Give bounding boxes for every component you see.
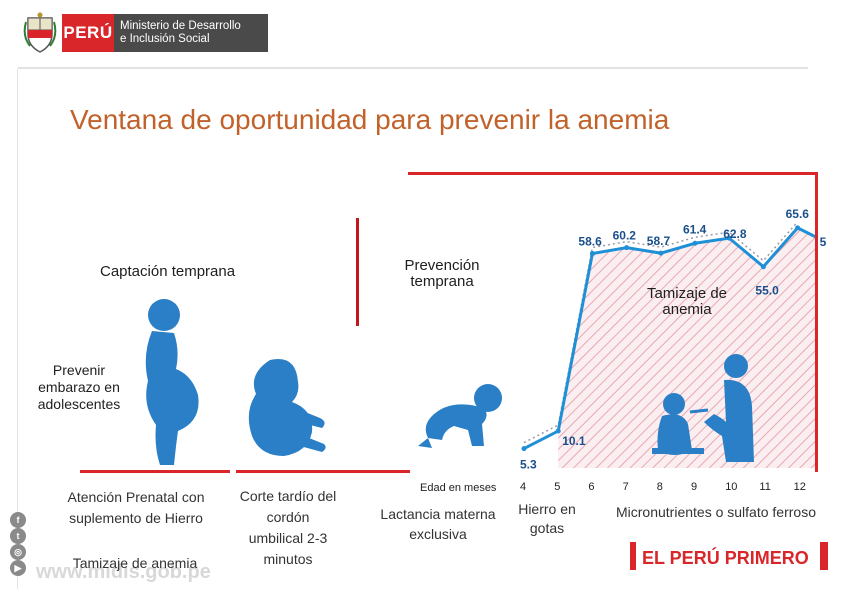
prevenir-label: Prevenir embarazo en adolescentes [37,362,121,412]
data-point [795,225,801,231]
data-point [692,240,698,246]
logo-text: EL PERÚ PRIMERO [642,547,809,568]
data-point [624,245,630,251]
series-line-extension [796,226,819,240]
twitter-icon[interactable]: t [10,528,26,544]
baseline-prenatal [80,470,230,473]
prevencion-label: Prevención temprana [404,257,480,290]
country-label: PERÚ [63,23,113,42]
peru-logo: PERÚ [62,14,114,52]
data-label: 61.4 [683,222,707,236]
tamizaje-bottom-text: Tamizaje de anemia [72,555,198,571]
x-tick-label: 6 [588,481,594,493]
corte-cordon-text: Corte tardío del cordón umbilical 2-3 mi… [239,488,337,567]
data-label: 10.1 [562,434,586,448]
window-divider [356,218,359,326]
prevention-window-frame [408,172,818,472]
data-point [760,264,766,270]
baseline-infant [320,470,410,473]
fetus-icon [248,358,326,456]
facebook-icon[interactable]: f [10,512,26,528]
tamizaje-chart-label: Tamizaje de anemia [646,285,728,318]
ministry-line-1: Ministerio de Desarrollo [120,20,241,32]
data-label: 62.8 [723,227,747,241]
data-label: 60.2 [613,229,637,243]
x-tick-label: 10 [725,481,737,493]
data-point [658,250,664,256]
mother-feeding-icon [652,354,754,462]
data-label: 55.0 [755,284,779,298]
atencion-prenatal-text: Atención Prenatal con suplemento de Hier… [67,489,205,526]
crest-icon [23,12,57,53]
x-tick-label: 4 [520,481,526,493]
data-point [726,235,732,241]
micronutrientes-text: Micronutrientes o sulfato ferroso [616,504,816,520]
baseline-birth [236,470,324,473]
ministry-line-2: e Inclusión Social [120,33,210,45]
youtube-icon[interactable]: ▶ [10,560,26,576]
header-divider [18,67,808,69]
page-title: Ventana de oportunidad para prevenir la … [70,104,670,135]
pregnant-silhouette-icon [145,299,199,465]
data-label: 5.3 [520,458,537,472]
data-label: 65.6 [786,207,810,221]
el-peru-primero-logo: EL PERÚ PRIMERO [630,542,828,570]
data-label-extra: 5 [820,235,827,249]
data-label: 58.7 [647,234,671,248]
x-tick-label: 11 [759,481,770,493]
ministry-logo: Ministerio de Desarrollo e Inclusión Soc… [114,14,268,52]
header: PERÚ Ministerio de Desarrollo e Inclusió… [0,0,842,66]
data-point [555,428,561,434]
lactancia-text: Lactancia materna exclusiva [380,506,496,542]
crawling-baby-icon [418,384,502,448]
left-divider [17,69,18,589]
x-tick-label: 5 [554,481,560,493]
website-watermark: www.midis.gob.pe [36,561,211,583]
x-tick-label: 8 [657,481,663,493]
x-tick-label: 7 [623,481,629,493]
hierro-gotas-text: Hierro en gotas [518,501,576,536]
data-label: 58.6 [578,235,602,249]
instagram-icon[interactable]: ◎ [10,544,26,560]
data-point [589,251,595,257]
captacion-label: Captación temprana [100,263,236,280]
x-tick-label: 9 [691,481,697,493]
data-point [521,446,527,452]
x-tick-label: 12 [794,481,806,493]
x-axis-label: Edad en meses [420,482,497,494]
